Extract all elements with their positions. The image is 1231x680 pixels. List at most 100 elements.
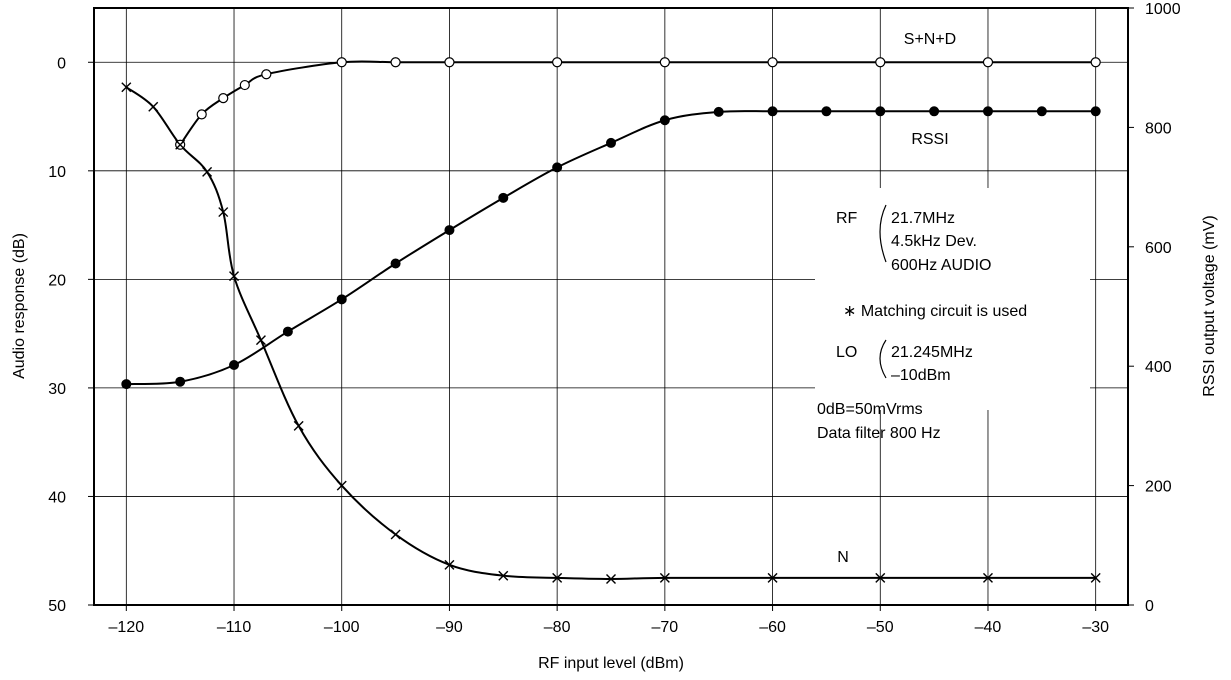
data-point-rssi — [659, 115, 670, 126]
series-label-snd: S+N+D — [904, 31, 956, 48]
data-point-rssi — [713, 106, 724, 117]
x-tick-label: –80 — [544, 619, 571, 636]
data-point-n — [121, 82, 132, 93]
data-point-rssi — [875, 106, 886, 117]
ref-line-1: 0dB=50mVrms — [817, 401, 923, 418]
cross-stroke — [767, 572, 778, 583]
y2-axis-label: RSSI output voltage (mV) — [1201, 215, 1218, 396]
rf-line-1: 21.7MHz — [891, 210, 955, 227]
x-tick-label: –50 — [867, 619, 894, 636]
cross-stroke — [293, 420, 304, 431]
data-point-rssi — [229, 360, 240, 371]
data-point-rssi — [444, 225, 455, 236]
cross-stroke — [336, 480, 347, 491]
y-tick-label: 40 — [48, 489, 66, 506]
matching-note: ∗ Matching circuit is used — [843, 303, 1027, 320]
cross-stroke — [202, 166, 213, 177]
data-point-n — [202, 166, 213, 177]
rf-brace — [879, 204, 887, 263]
data-point-rssi — [606, 137, 616, 148]
data-point-s-n-d — [659, 57, 670, 68]
data-point-s-n-d — [239, 79, 250, 91]
y-tick-label: 10 — [48, 164, 66, 181]
x-tick-label: –120 — [109, 619, 145, 636]
data-point-n — [293, 420, 304, 431]
x-tick-label: –100 — [324, 619, 360, 636]
data-point-n — [875, 572, 886, 583]
series-line-n — [125, 86, 1096, 580]
cross-stroke — [498, 570, 509, 581]
x-tick-label: –30 — [1082, 619, 1109, 636]
data-point-n — [255, 335, 266, 346]
y2-tick-label: 600 — [1145, 240, 1172, 257]
rf-line-2: 4.5kHz Dev. — [891, 233, 977, 250]
x-tick-label: –60 — [759, 619, 786, 636]
x-tick-label: –70 — [652, 619, 679, 636]
data-point-n — [982, 572, 993, 583]
y2-tick-label: 1000 — [1145, 1, 1181, 18]
data-point-rssi — [767, 106, 778, 117]
x-tick-label: –90 — [436, 619, 463, 636]
data-point-s-n-d — [767, 57, 778, 68]
data-point-n — [659, 572, 670, 583]
y-tick-label: 20 — [48, 272, 66, 289]
data-point-rssi — [175, 376, 186, 387]
data-point-n — [175, 139, 186, 150]
rf-line-3: 600Hz AUDIO — [891, 257, 991, 274]
cross-stroke — [444, 559, 455, 570]
y2-tick-label: 200 — [1145, 479, 1172, 496]
data-point-rssi — [498, 192, 509, 203]
data-point-rssi — [982, 106, 993, 117]
cross-stroke — [218, 207, 229, 218]
data-point-rssi — [1090, 106, 1101, 117]
data-point-rssi — [1036, 106, 1047, 117]
lo-line-2: –10dBm — [891, 367, 951, 384]
y2-tick-label: 800 — [1145, 120, 1172, 137]
data-point-rssi — [390, 258, 401, 269]
series-label-rssi: RSSI — [911, 131, 948, 148]
y2-tick-label: 400 — [1145, 359, 1172, 376]
data-point-rssi — [929, 106, 940, 117]
cross-stroke — [982, 572, 993, 583]
data-point-s-n-d — [336, 57, 347, 68]
data-point-n — [148, 101, 159, 112]
cross-stroke — [390, 529, 401, 540]
y2-tick-label: 0 — [1145, 598, 1154, 615]
x-tick-label: –110 — [217, 619, 252, 636]
tick-labels: –120 –110 –100 –90 –80 –70 –60 –50 –40 –30 0 10 20 30… — [48, 1, 1180, 636]
data-point-n — [767, 572, 778, 583]
cross-stroke — [1090, 572, 1101, 583]
rf-label: RF — [836, 210, 858, 227]
series-label-n: N — [837, 549, 849, 566]
cross-stroke — [875, 572, 886, 583]
x-axis-label: RF input level (dBm) — [538, 655, 684, 672]
cross-stroke — [552, 572, 563, 583]
data-point-n — [606, 573, 616, 584]
data-point-rssi — [336, 294, 347, 305]
data-point-s-n-d — [444, 57, 455, 68]
data-point-n — [498, 570, 509, 581]
data-point-s-n-d — [390, 57, 401, 68]
data-point-s-n-d — [261, 69, 272, 80]
data-point-s-n-d — [1090, 57, 1101, 68]
data-point-s-n-d — [552, 57, 563, 68]
x-tick-label: –40 — [975, 619, 1002, 636]
data-point-rssi — [121, 379, 132, 390]
cross-stroke — [606, 573, 616, 584]
series-line-s-n-d — [179, 60, 1096, 146]
y-tick-label: 50 — [48, 598, 66, 615]
y-axis-label: Audio response (dB) — [11, 233, 28, 379]
cross-stroke — [175, 139, 186, 150]
data-point-n — [552, 572, 563, 583]
cross-stroke — [148, 101, 159, 112]
data-point-s-n-d — [196, 109, 207, 120]
lo-line-1: 21.245MHz — [891, 344, 973, 361]
series-markers — [121, 57, 1101, 584]
y-tick-label: 0 — [57, 55, 66, 72]
data-point-n — [218, 207, 229, 218]
cross-stroke — [229, 271, 240, 282]
conditions-annotation: RF 21.7MHz 4.5kHz Dev. 600Hz AUDIO ∗ Mat… — [815, 188, 1090, 442]
data-point-n — [1090, 572, 1101, 583]
cross-stroke — [255, 335, 266, 346]
